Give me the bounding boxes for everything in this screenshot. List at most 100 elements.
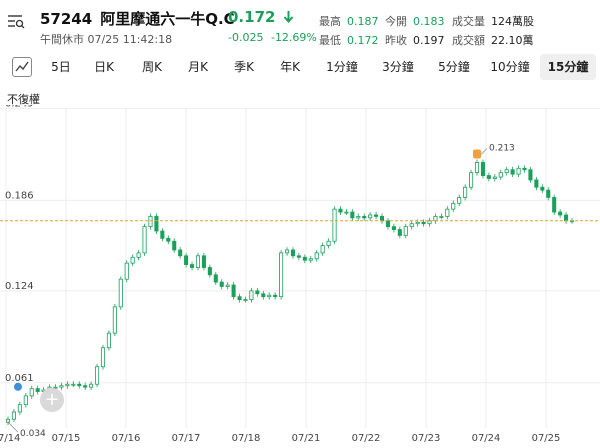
candle-body <box>184 255 189 265</box>
candle-body <box>403 226 408 236</box>
period-tabs: 5日 日K 周K 月K 季K 年K 1分鐘 3分鐘 5分鐘 10分鐘 15分鐘 <box>0 54 600 80</box>
candle-body <box>469 172 474 188</box>
down-arrow-icon <box>283 11 293 24</box>
candle-body <box>350 211 355 219</box>
x-tick-label: 07/23 <box>412 433 441 444</box>
candle-body <box>492 176 497 179</box>
candle-body <box>255 290 260 295</box>
tab-day-k[interactable]: 日K <box>94 60 114 74</box>
candle-body <box>219 281 224 287</box>
candle-body <box>528 169 533 181</box>
x-tick-label: 07/15 <box>52 433 81 444</box>
high-annotation: 0.213 <box>489 144 515 154</box>
stats-column-2: 今開 0.183 昨收 0.197 <box>385 13 445 51</box>
candle-body <box>95 366 100 385</box>
candle-body <box>540 186 545 191</box>
candle-body <box>59 385 64 388</box>
candle-body <box>267 294 272 298</box>
candle-body <box>100 347 106 368</box>
candle-body <box>308 258 313 261</box>
current-price: 0.172 <box>228 8 294 26</box>
adjustment-label[interactable]: 不復權 <box>7 93 40 106</box>
candle-body <box>385 220 390 228</box>
candle-body <box>314 252 319 260</box>
menu-icon[interactable] <box>6 11 26 31</box>
candle-body <box>207 267 212 276</box>
x-tick-label: 07/21 <box>292 433 321 444</box>
tab-3min[interactable]: 3分鐘 <box>382 60 414 74</box>
candle-body <box>427 220 432 225</box>
tab-week-k[interactable]: 周K <box>142 60 162 74</box>
stock-name: 阿里摩通六一牛Q.C <box>100 10 235 28</box>
chart-type-icon[interactable] <box>12 57 32 77</box>
candle-body <box>379 216 385 222</box>
x-tick-label: 07/25 <box>532 433 561 444</box>
candle-body <box>391 226 396 230</box>
price-value: 0.172 <box>228 8 276 26</box>
stat-turnover: 成交額 22.10萬 <box>452 34 534 47</box>
candle-body <box>344 211 349 214</box>
candle-body <box>439 216 444 218</box>
candle-body <box>451 202 456 210</box>
change-amount: -0.025 <box>228 31 264 44</box>
tab-quarter-k[interactable]: 季K <box>234 60 254 74</box>
candle-body <box>504 169 509 174</box>
y-tick-label: 0.249 <box>5 105 34 109</box>
candle-body <box>534 179 539 188</box>
candle-body <box>356 216 361 219</box>
tab-month-k[interactable]: 月K <box>188 60 208 74</box>
candle-body <box>415 221 420 225</box>
candle-body <box>463 186 468 198</box>
candle-body <box>290 249 296 257</box>
candle-body <box>17 404 22 413</box>
candle-body <box>368 214 373 219</box>
candle-body <box>409 223 414 228</box>
high-marker-icon <box>473 149 482 159</box>
candle-body <box>106 332 111 349</box>
quote-header: 57244 阿里摩通六一牛Q.C 午間休市 07/25 11:42:18 0.17… <box>0 0 600 50</box>
candle-body <box>130 256 135 264</box>
tab-10min[interactable]: 10分鐘 <box>490 60 530 74</box>
stock-code: 57244 <box>40 10 93 28</box>
candle-body <box>498 172 503 178</box>
stat-prev-close: 昨收 0.197 <box>385 34 445 47</box>
tab-5min[interactable]: 5分鐘 <box>438 60 470 74</box>
stat-low: 最低 0.172 <box>319 34 379 47</box>
candle-body <box>480 162 485 176</box>
candle-body <box>522 167 527 171</box>
add-indicator-button[interactable]: + <box>40 388 64 412</box>
candle-body <box>231 284 236 298</box>
candle-body <box>338 208 343 213</box>
x-tick-label: 07/22 <box>352 433 381 444</box>
y-tick-label: 0.186 <box>5 190 34 201</box>
market-status: 午間休市 07/25 11:42:18 <box>40 33 173 46</box>
stat-open: 今開 0.183 <box>385 15 445 28</box>
stat-volume: 成交量 124萬股 <box>452 15 534 28</box>
candle-body <box>261 293 266 298</box>
candle-body <box>201 255 206 268</box>
candle-body <box>89 383 94 388</box>
stock-title: 57244 阿里摩通六一牛Q.C <box>40 8 235 29</box>
candle-body <box>374 214 379 217</box>
candle-body <box>433 216 438 222</box>
tab-1min[interactable]: 1分鐘 <box>326 60 358 74</box>
candle-body <box>362 216 367 219</box>
tab-15min[interactable]: 15分鐘 <box>540 54 596 80</box>
candlestick-chart[interactable]: 0.249 0.186 0.124 0.061 07/14 07/15 07/16 07/17… <box>0 105 600 448</box>
candle-body <box>172 240 177 251</box>
y-tick-label: 0.124 <box>5 281 34 292</box>
candle-body <box>510 169 515 175</box>
candle-body <box>445 208 450 217</box>
tab-year-k[interactable]: 年K <box>280 60 300 74</box>
candle-body <box>195 255 201 268</box>
candle-body <box>65 383 70 387</box>
x-tick-label: 07/14 <box>0 433 20 444</box>
candle-body <box>326 240 331 247</box>
candle-body <box>296 255 301 258</box>
candle-body <box>11 411 16 420</box>
tab-5d[interactable]: 5日 <box>51 60 71 74</box>
stats-column-3: 成交量 124萬股 成交額 22.10萬 <box>452 13 534 51</box>
candle-body <box>23 395 28 406</box>
candle-body <box>397 229 402 236</box>
candle-body <box>148 216 153 228</box>
